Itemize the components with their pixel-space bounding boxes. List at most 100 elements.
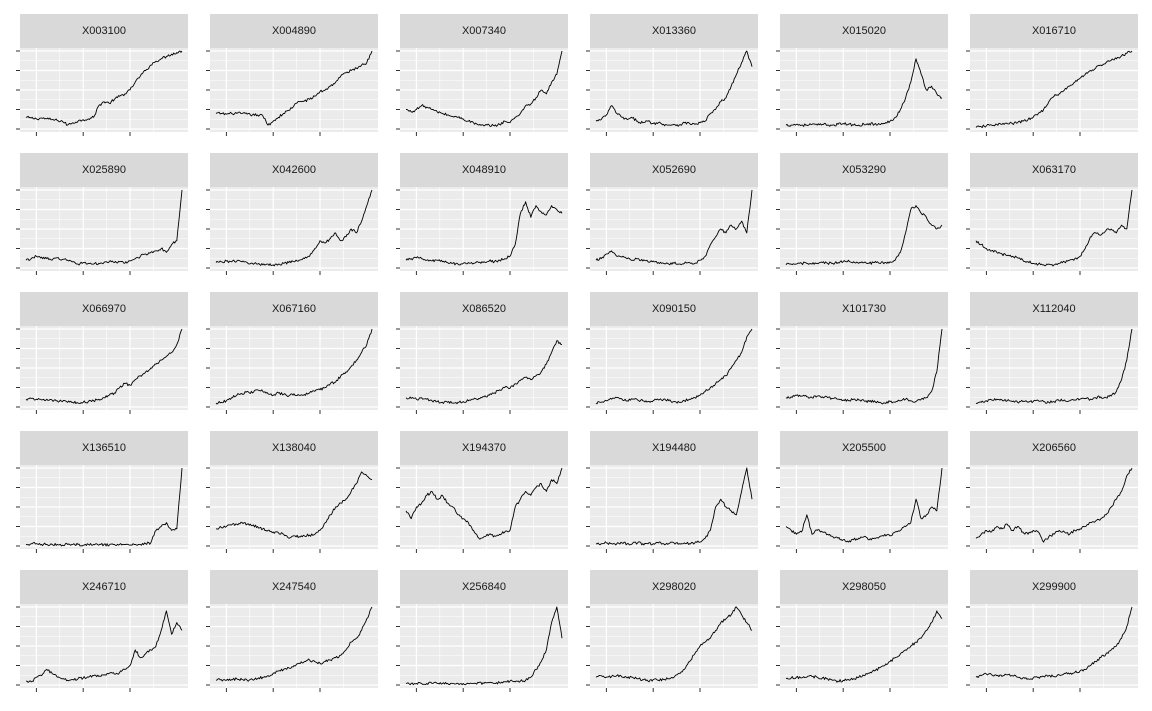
facet-panel: X256840 (396, 570, 568, 692)
facet-plot-area (966, 187, 1138, 275)
facet-plot-area (586, 326, 758, 414)
series-line (595, 50, 753, 127)
facet-title: X205500 (780, 431, 948, 465)
facet-panel: X247540 (206, 570, 378, 692)
series-line (975, 606, 1133, 680)
series-line (975, 467, 1133, 543)
facet-title: X112040 (970, 292, 1138, 326)
facet-plot-area (16, 465, 188, 553)
facet-panel: X299900 (966, 570, 1138, 692)
facet-plot-area (776, 187, 948, 275)
facet-plot-area (206, 465, 378, 553)
series-line (975, 189, 1133, 267)
facet-panel: X067160 (206, 292, 378, 414)
facet-panel: X042600 (206, 153, 378, 275)
facet-panel: X053290 (776, 153, 948, 275)
facet-panel: X205500 (776, 431, 948, 553)
facet-title: X052690 (590, 153, 758, 187)
series-line (975, 328, 1133, 405)
facet-title: X194480 (590, 431, 758, 465)
facet-plot-area (966, 604, 1138, 692)
facet-panel: X298020 (586, 570, 758, 692)
series-line (785, 610, 943, 683)
facet-panel: X090150 (586, 292, 758, 414)
facet-plot-area (16, 326, 188, 414)
facet-panel: X138040 (206, 431, 378, 553)
facet-plot-area (396, 604, 568, 692)
facet-panel: X246710 (16, 570, 188, 692)
series-line (215, 328, 373, 405)
facet-panel: X013360 (586, 14, 758, 136)
facet-title: X246710 (20, 570, 188, 604)
series-line (405, 50, 563, 127)
facet-title: X015020 (780, 14, 948, 48)
facet-plot-area (586, 604, 758, 692)
facet-title: X025890 (20, 153, 188, 187)
facet-panel: X136510 (16, 431, 188, 553)
series-line (405, 606, 563, 686)
series-line (785, 205, 943, 266)
series-line (25, 328, 183, 405)
facet-title: X138040 (210, 431, 378, 465)
series-line (25, 610, 183, 683)
facet-title: X063170 (970, 153, 1138, 187)
facet-title: X004890 (210, 14, 378, 48)
facet-title: X298050 (780, 570, 948, 604)
facet-plot-area (396, 465, 568, 553)
facet-plot-area (206, 48, 378, 136)
facet-panel: X112040 (966, 292, 1138, 414)
facet-title: X194370 (400, 431, 568, 465)
facet-title: X007340 (400, 14, 568, 48)
series-line (215, 189, 373, 267)
series-line (405, 201, 563, 266)
facet-title: X048910 (400, 153, 568, 187)
facet-plot-area (966, 48, 1138, 136)
series-line (405, 467, 563, 540)
facet-panel: X194480 (586, 431, 758, 553)
series-line (785, 58, 943, 127)
series-line (595, 467, 753, 546)
facet-panel: X206560 (966, 431, 1138, 553)
facet-title: X067160 (210, 292, 378, 326)
series-line (595, 328, 753, 405)
facet-title: X247540 (210, 570, 378, 604)
facet-panel: X101730 (776, 292, 948, 414)
series-line (215, 471, 373, 539)
series-line (595, 189, 753, 266)
facet-title: X016710 (970, 14, 1138, 48)
facet-panel: X086520 (396, 292, 568, 414)
facet-panel: X066970 (16, 292, 188, 414)
facet-plot-area (586, 48, 758, 136)
series-line (785, 328, 943, 405)
facet-plot-area (396, 48, 568, 136)
facet-plot-area (206, 187, 378, 275)
facet-panel: X194370 (396, 431, 568, 553)
facet-title: X066970 (20, 292, 188, 326)
facet-plot-area (16, 48, 188, 136)
facet-plot-area (586, 187, 758, 275)
facet-title: X206560 (970, 431, 1138, 465)
facet-plot-area (396, 187, 568, 275)
facet-title: X299900 (970, 570, 1138, 604)
facet-panel: X298050 (776, 570, 948, 692)
facet-title: X086520 (400, 292, 568, 326)
facet-title: X013360 (590, 14, 758, 48)
facet-panel: X048910 (396, 153, 568, 275)
series-line (595, 606, 753, 683)
facet-plot-area (776, 326, 948, 414)
facet-panel: X052690 (586, 153, 758, 275)
facet-title: X136510 (20, 431, 188, 465)
facet-panel: X007340 (396, 14, 568, 136)
facet-title: X053290 (780, 153, 948, 187)
facet-panel: X063170 (966, 153, 1138, 275)
series-line (25, 50, 183, 126)
facet-plot-area (206, 604, 378, 692)
facet-plot-area (776, 465, 948, 553)
series-line (215, 50, 373, 126)
facet-plot-area (776, 604, 948, 692)
facet-panel: X004890 (206, 14, 378, 136)
series-line (25, 467, 183, 547)
facet-title: X298020 (590, 570, 758, 604)
facet-plot-area (396, 326, 568, 414)
